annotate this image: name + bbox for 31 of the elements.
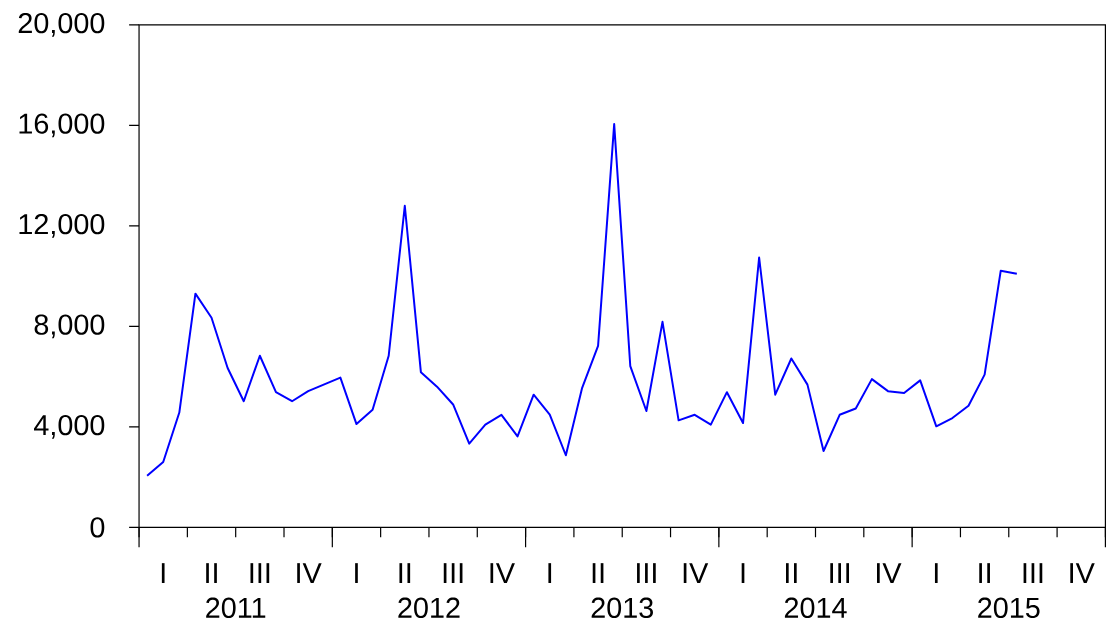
y-tick-label: 4,000 xyxy=(34,415,105,439)
y-tick-label: 0 xyxy=(90,517,105,538)
y-tick-label: 12,000 xyxy=(19,214,105,238)
x-tick-label: II xyxy=(785,563,797,584)
y-tick-label: 20,000 xyxy=(18,13,105,37)
y-tick-label: 8,000 xyxy=(34,314,105,339)
x-tick-label: I xyxy=(741,563,745,584)
text: 2014 xyxy=(784,597,847,619)
x-tick-label: IV xyxy=(297,563,322,584)
x-tick-label: II xyxy=(592,563,604,584)
x-tick-label: IV xyxy=(683,563,709,584)
x-tick-label: IV xyxy=(877,563,902,584)
x-tick-label: III xyxy=(830,563,850,584)
text: 2012 xyxy=(398,597,460,619)
x-tick-label: II xyxy=(206,563,217,584)
x-tick-label: III xyxy=(637,563,656,584)
y-tick-label: 16,000 xyxy=(19,113,105,138)
x-tick-label: III xyxy=(1023,563,1043,584)
text: 2015 xyxy=(978,597,1040,619)
x-tick-label: I xyxy=(548,563,552,584)
x-tick-label: I xyxy=(934,563,938,584)
x-tick-label: II xyxy=(399,563,411,584)
x-tick-label: I xyxy=(355,563,358,584)
x-tick-label: I xyxy=(161,563,165,584)
x-tick-label: III xyxy=(443,563,463,584)
x-tick-label: IV xyxy=(1070,563,1095,584)
x-tick-label: III xyxy=(250,563,270,584)
x-tick-label: IV xyxy=(490,563,515,584)
x-tick-label: II xyxy=(979,563,990,584)
text: 2011 xyxy=(206,597,266,619)
text: 2013 xyxy=(591,597,653,619)
